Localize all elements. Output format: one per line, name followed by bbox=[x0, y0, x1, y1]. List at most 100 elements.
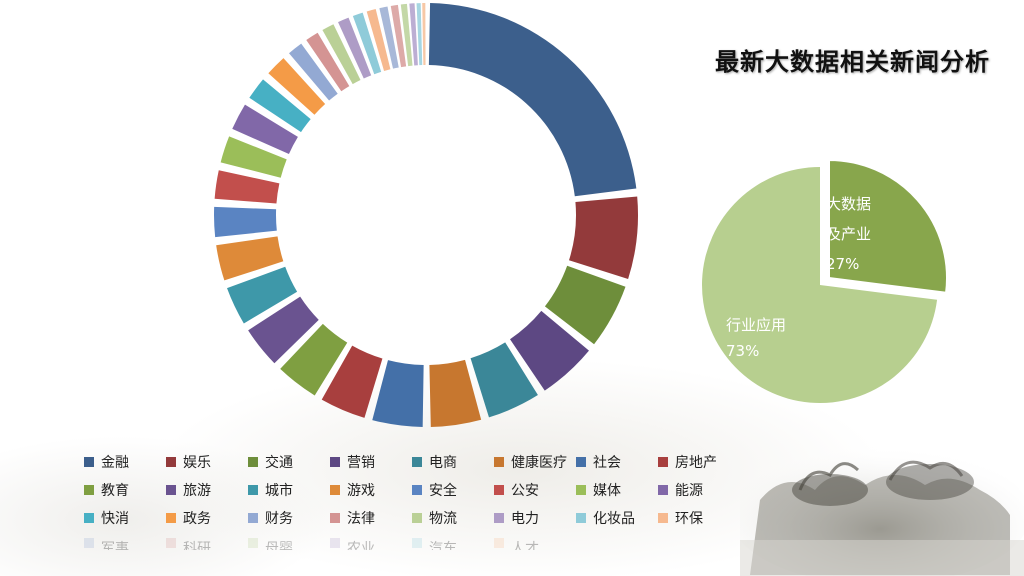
legend-item: 健康医疗 bbox=[494, 452, 574, 472]
legend-item: 政务 bbox=[166, 508, 246, 528]
legend-label: 快消 bbox=[101, 511, 129, 527]
legend-item: 化妆品 bbox=[576, 508, 656, 528]
pie-slice-big-data-industry bbox=[828, 158, 948, 294]
legend-label: 科研 bbox=[183, 541, 211, 550]
donut-slice-25 bbox=[379, 6, 399, 69]
page-title: 最新大数据相关新闻分析 bbox=[715, 48, 990, 76]
legend-item: 财务 bbox=[248, 508, 328, 528]
donut-slice-28 bbox=[409, 3, 418, 66]
legend-label: 安全 bbox=[429, 483, 457, 499]
legend-swatch bbox=[166, 457, 176, 467]
legend-item: 物流 bbox=[412, 508, 492, 528]
legend-swatch bbox=[412, 485, 422, 495]
legend-swatch bbox=[84, 485, 94, 495]
donut-slice-16 bbox=[232, 104, 298, 155]
donut-slice-4 bbox=[510, 310, 589, 391]
legend-label: 房地产 bbox=[675, 455, 717, 471]
pie-label-big-data: 及产业 bbox=[826, 225, 871, 243]
legend-swatch bbox=[576, 457, 586, 467]
legend-swatch bbox=[248, 538, 258, 548]
legend-label: 电力 bbox=[511, 511, 539, 527]
legend-label: 营销 bbox=[347, 455, 375, 471]
donut-slice-20 bbox=[306, 32, 350, 92]
legend-label: 母婴 bbox=[265, 541, 293, 550]
pie-slice-industry-application bbox=[702, 167, 938, 403]
legend-item: 汽车 bbox=[412, 536, 492, 550]
legend-label: 军事 bbox=[101, 541, 129, 550]
legend-swatch bbox=[248, 485, 258, 495]
legend-label: 健康医疗 bbox=[511, 455, 567, 471]
legend-label: 交通 bbox=[265, 455, 293, 471]
legend-item: 科研 bbox=[166, 536, 246, 550]
legend-swatch bbox=[658, 485, 668, 495]
legend-item: 游戏 bbox=[330, 480, 410, 500]
legend-swatch bbox=[166, 538, 176, 548]
legend-label: 农业 bbox=[347, 541, 375, 550]
legend-label: 公安 bbox=[511, 483, 539, 499]
legend-label: 人才 bbox=[511, 541, 539, 550]
legend-swatch bbox=[576, 513, 586, 523]
donut-slice-5 bbox=[470, 342, 538, 418]
donut-slice-13 bbox=[214, 206, 277, 238]
donut-slice-21 bbox=[322, 24, 361, 85]
legend-swatch bbox=[412, 457, 422, 467]
donut-slice-8 bbox=[321, 345, 383, 418]
legend-item: 电力 bbox=[494, 508, 574, 528]
legend-swatch bbox=[412, 513, 422, 523]
donut-slice-22 bbox=[338, 17, 372, 79]
legend-swatch bbox=[658, 457, 668, 467]
legend-label: 电商 bbox=[429, 455, 457, 471]
legend-item: 电商 bbox=[412, 452, 492, 472]
legend-swatch bbox=[84, 513, 94, 523]
legend-item: 旅游 bbox=[166, 480, 246, 500]
legend-swatch bbox=[494, 457, 504, 467]
legend-label: 金融 bbox=[101, 455, 129, 471]
donut-slice-17 bbox=[249, 79, 311, 133]
legend-item: 社会 bbox=[576, 452, 656, 472]
legend-item: 教育 bbox=[84, 480, 164, 500]
legend-swatch bbox=[248, 513, 258, 523]
legend-label: 能源 bbox=[675, 483, 703, 499]
legend-label: 城市 bbox=[265, 483, 293, 499]
pie-label-application: 行业应用 bbox=[726, 316, 786, 334]
legend-item: 交通 bbox=[248, 452, 328, 472]
donut-slice-14 bbox=[214, 170, 280, 204]
legend-label: 汽车 bbox=[429, 541, 457, 550]
legend-label: 法律 bbox=[347, 511, 375, 527]
donut-slice-12 bbox=[216, 236, 284, 281]
donut-slice-24 bbox=[366, 9, 391, 71]
legend-item: 城市 bbox=[248, 480, 328, 500]
donut-slice-18 bbox=[268, 58, 326, 115]
legend-swatch bbox=[166, 485, 176, 495]
legend-swatch bbox=[248, 457, 258, 467]
legend-item: 金融 bbox=[84, 452, 164, 472]
pie-label-big-data: 大数据 bbox=[826, 195, 871, 213]
legend-item: 农业 bbox=[330, 536, 410, 550]
legend-swatch bbox=[84, 538, 94, 548]
landscape-painting bbox=[740, 445, 1024, 576]
legend-item: 母婴 bbox=[248, 536, 328, 550]
legend-label: 物流 bbox=[429, 511, 457, 527]
legend-item: 能源 bbox=[658, 480, 738, 500]
legend-item: 媒体 bbox=[576, 480, 656, 500]
donut-slice-15 bbox=[220, 136, 287, 178]
legend-label: 娱乐 bbox=[183, 455, 211, 471]
legend-item: 军事 bbox=[84, 536, 164, 550]
legend-item: 法律 bbox=[330, 508, 410, 528]
legend-swatch bbox=[330, 538, 340, 548]
legend-swatch bbox=[494, 538, 504, 548]
legend-label: 媒体 bbox=[593, 483, 621, 499]
donut-slice-29 bbox=[416, 3, 423, 66]
legend-label: 旅游 bbox=[183, 483, 211, 499]
legend-swatch bbox=[658, 513, 668, 523]
donut-slice-19 bbox=[289, 43, 338, 101]
donut-slice-11 bbox=[227, 266, 298, 324]
legend-swatch bbox=[494, 513, 504, 523]
donut-slice-23 bbox=[352, 12, 382, 75]
legend-swatch bbox=[84, 457, 94, 467]
donut-slice-9 bbox=[280, 323, 348, 396]
legend-label: 社会 bbox=[593, 455, 621, 471]
legend-item: 人才 bbox=[494, 536, 574, 550]
legend-swatch bbox=[576, 485, 586, 495]
